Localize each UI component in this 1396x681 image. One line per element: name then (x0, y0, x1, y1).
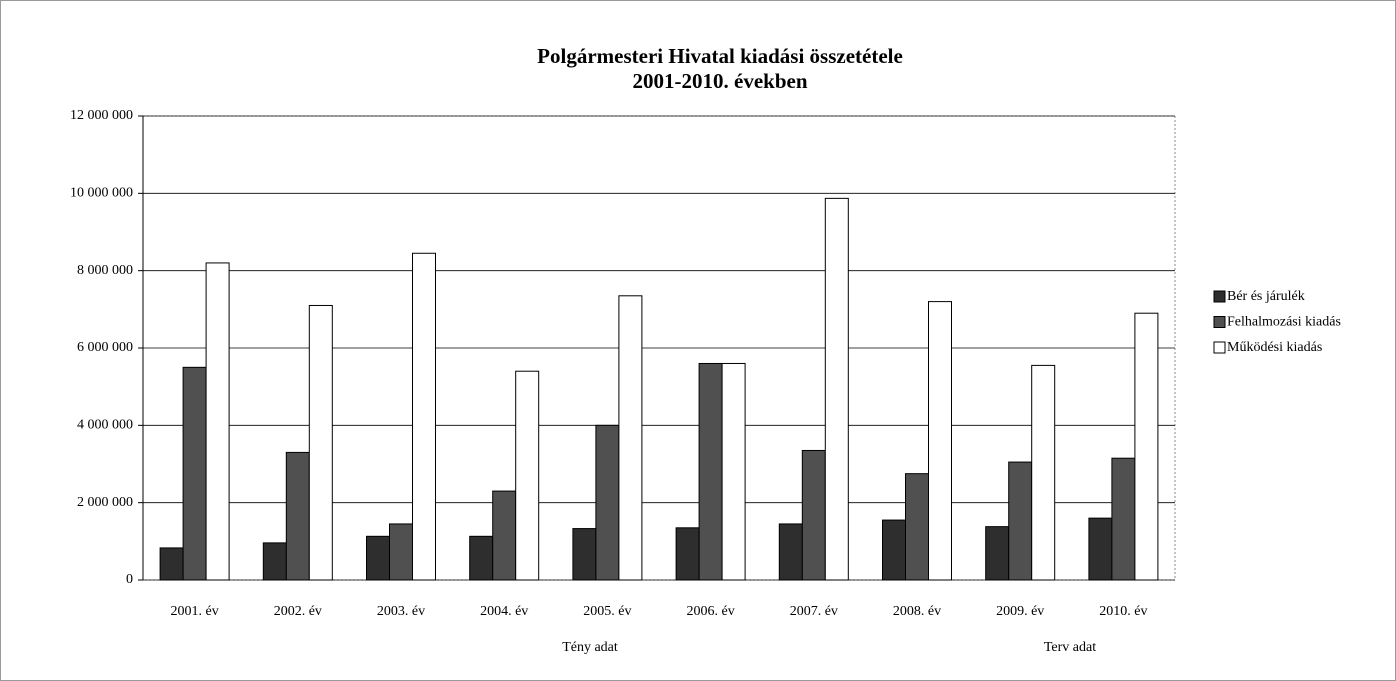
bar (285, 451, 310, 581)
bar (778, 523, 803, 581)
bar (801, 449, 826, 581)
bar (882, 519, 906, 581)
annotation: Terv adat (1044, 640, 1096, 655)
bar (492, 490, 517, 581)
bar (159, 547, 184, 581)
x-tick-label: 2010. év (1099, 604, 1147, 619)
x-tick-label: 2002. év (274, 604, 322, 619)
legend-label: Működési kiadás (1227, 340, 1322, 355)
x-tick-label: 2009. év (996, 604, 1044, 619)
y-tick-label: 8 000 000 (77, 263, 133, 278)
legend-label: Bér és járulék (1227, 289, 1305, 304)
bar (824, 197, 849, 581)
bar (985, 526, 1010, 581)
bar (595, 424, 620, 581)
x-tick-label: 2003. év (377, 604, 425, 619)
bar (412, 252, 436, 581)
bar (1008, 461, 1033, 581)
bar (675, 527, 700, 581)
bar (698, 362, 723, 581)
bar (182, 366, 207, 581)
bar (1031, 364, 1056, 581)
bar (308, 304, 333, 581)
y-tick-label: 10 000 000 (70, 186, 133, 201)
legend-label: Felhalmozási kiadás (1227, 315, 1341, 330)
bar (1088, 517, 1113, 581)
x-tick-label: 2008. év (893, 604, 941, 619)
bar (721, 362, 746, 581)
legend-swatch (1213, 290, 1226, 303)
bar (1111, 457, 1136, 581)
bar (572, 528, 597, 581)
x-tick-label: 2006. év (686, 604, 734, 619)
y-tick-label: 0 (126, 572, 133, 587)
bar (905, 473, 929, 581)
bar (366, 535, 390, 581)
bar (469, 535, 494, 581)
bar (515, 370, 540, 581)
y-tick-label: 12 000 000 (70, 108, 133, 123)
x-tick-label: 2001. év (170, 604, 218, 619)
bar (389, 523, 413, 581)
legend-swatch (1213, 341, 1226, 354)
bar (928, 301, 952, 581)
chart-title: Polgármesteri Hivatal kiadási összetétel… (537, 44, 903, 68)
y-tick-label: 2 000 000 (77, 495, 133, 510)
chart-subtitle: 2001-2010. években (633, 69, 808, 93)
x-tick-label: 2007. év (790, 604, 838, 619)
bar (1134, 312, 1159, 581)
x-tick-label: 2005. év (583, 604, 631, 619)
bar (205, 262, 230, 581)
x-tick-label: 2004. év (480, 604, 528, 619)
annotation: Tény adat (562, 640, 618, 655)
legend-swatch (1213, 316, 1226, 328)
bar (262, 542, 287, 581)
bar (618, 295, 643, 581)
y-tick-label: 4 000 000 (77, 418, 133, 433)
y-tick-label: 6 000 000 (77, 340, 133, 355)
